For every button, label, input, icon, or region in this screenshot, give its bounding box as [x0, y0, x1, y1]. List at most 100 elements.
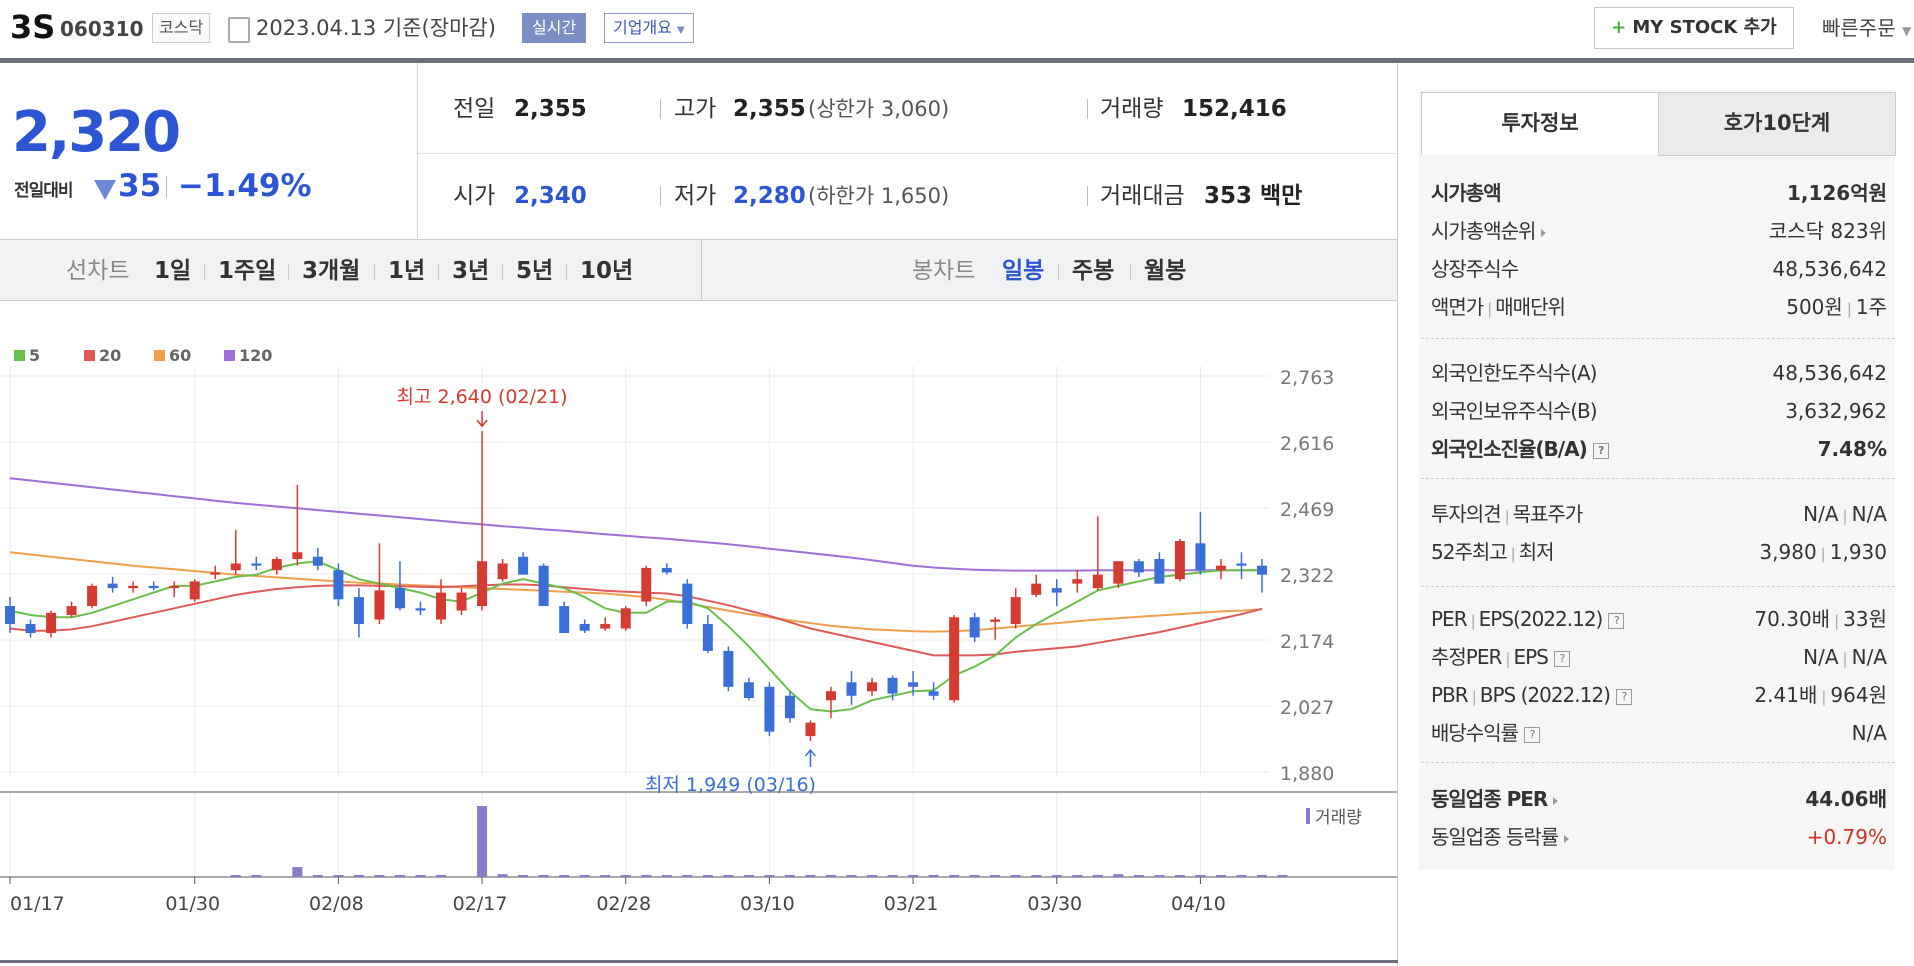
- invest-info-value-text: 48,536,642: [1772, 257, 1887, 281]
- candle-body: [1154, 558, 1165, 584]
- period-bar: 선차트 1일 1주일 3개월 1년 3년 5년 10년 봉차트 일봉 주봉 월봉: [0, 239, 1397, 301]
- candle-daily[interactable]: 일봉: [1002, 258, 1045, 284]
- period-separator: [1130, 264, 1131, 280]
- candle-body: [1092, 574, 1103, 589]
- legend-swatch: [84, 350, 95, 361]
- chevron-right-icon[interactable]: [1541, 228, 1547, 237]
- invest-info-key: 배당수익률?: [1431, 716, 1540, 750]
- invest-info-value-text: 44.06배: [1805, 787, 1887, 811]
- candle-body: [559, 606, 570, 633]
- amount-label: 거래대금: [1100, 183, 1185, 209]
- high-value: 2,355: [733, 96, 806, 122]
- period-1w[interactable]: 1주일: [218, 258, 277, 284]
- invest-info-value: 코스닥 823위: [1769, 214, 1887, 248]
- candle-body: [579, 624, 590, 631]
- price-chart[interactable]: 2,763 2,616 2,469 2,322 2,174 2,027 1,880 01/17…: [0, 300, 1397, 960]
- candle-body: [1010, 597, 1021, 625]
- open-value: 2,340: [514, 183, 587, 209]
- candle-body: [1113, 561, 1124, 584]
- y-tick-label: 2,322: [1280, 565, 1334, 587]
- candle-body: [128, 585, 139, 589]
- current-price: 2,320: [12, 100, 181, 165]
- low-label: 저가: [674, 183, 717, 209]
- company-info-dropdown[interactable]: 기업개요 ▼: [604, 13, 694, 43]
- tab-hoga-10[interactable]: 호가10단계: [1658, 92, 1896, 156]
- chevron-right-icon[interactable]: [1553, 796, 1559, 805]
- period-1d[interactable]: 1일: [154, 258, 192, 284]
- candle-body: [1031, 583, 1042, 595]
- volume-bar: [518, 875, 529, 877]
- volume-bar: [908, 875, 919, 877]
- plus-icon: +: [1611, 17, 1627, 38]
- pipe-separator: |: [1821, 688, 1827, 706]
- help-icon[interactable]: ?: [1615, 688, 1632, 705]
- change-label: 전일대비: [14, 181, 74, 201]
- invest-info-key-text: 동일업종 PER: [1431, 787, 1548, 811]
- period-1y[interactable]: 1년: [388, 258, 426, 284]
- volume-bar: [312, 875, 323, 877]
- candle-body: [1195, 543, 1206, 571]
- invest-info-row: 외국인소진율(B/A)? 7.48%: [1431, 432, 1887, 466]
- invest-info-key-text: 목표주가: [1512, 502, 1584, 526]
- candle-body: [46, 612, 57, 633]
- invest-info-value: +0.79%: [1807, 820, 1887, 854]
- period-separator: [288, 264, 289, 280]
- help-icon[interactable]: ?: [1553, 650, 1570, 667]
- pipe-separator: |: [1834, 612, 1840, 630]
- invest-info-key-text: 시가총액: [1431, 181, 1502, 205]
- invest-info-key-text: 매매단위: [1495, 295, 1566, 319]
- period-5y[interactable]: 5년: [516, 258, 554, 284]
- help-icon[interactable]: ?: [1608, 612, 1625, 629]
- candle-body: [1215, 565, 1226, 571]
- invest-info-value: 2.41배 | 964원: [1754, 678, 1887, 714]
- low-annotation: 최저 1,949 (03/16): [645, 774, 816, 796]
- x-tick-label: 03/21: [884, 893, 939, 915]
- volume-bar: [1010, 875, 1021, 877]
- help-icon[interactable]: ?: [1524, 726, 1540, 743]
- invest-info-key: 동일업종 PER: [1431, 782, 1559, 816]
- candle-monthly[interactable]: 월봉: [1144, 258, 1187, 284]
- invest-info-value: 7.48%: [1818, 432, 1887, 466]
- invest-info-key-text: 액면가: [1431, 295, 1484, 319]
- candle-body: [846, 682, 857, 696]
- invest-info-key-text: 동일업종 등락률: [1431, 825, 1559, 849]
- chevron-right-icon[interactable]: [1564, 834, 1570, 843]
- volume-bar: [743, 875, 754, 877]
- invest-info-value-text: N/A: [1851, 645, 1887, 669]
- invest-info-key-text: 외국인보유주식수(B): [1431, 399, 1598, 423]
- realtime-button[interactable]: 실시간: [522, 13, 587, 43]
- candle-body: [25, 624, 36, 633]
- tab-invest-info[interactable]: 투자정보: [1421, 92, 1659, 155]
- stock-code: 060310: [60, 17, 144, 41]
- x-tick-label: 02/17: [453, 893, 508, 915]
- invest-info-row: 투자의견 | 목표주가 N/A | N/A: [1431, 497, 1887, 531]
- volume-bar: [784, 875, 795, 877]
- period-separator: [502, 264, 503, 280]
- invest-info-value: 1,126억원: [1787, 176, 1887, 210]
- candle-weekly[interactable]: 주봉: [1072, 258, 1115, 284]
- invest-info-row: 시가총액 1,126억원: [1431, 176, 1887, 210]
- volume-bar: [867, 875, 878, 877]
- invest-info-row: 액면가 | 매매단위 500원 | 1주: [1431, 290, 1887, 324]
- candle-body: [784, 695, 795, 719]
- panel-row-divider: [1421, 478, 1895, 479]
- period-3m[interactable]: 3개월: [302, 258, 361, 284]
- candle-body: [600, 624, 611, 629]
- volume-bar: [682, 875, 693, 877]
- period-separator: [204, 264, 205, 280]
- pipe-separator: |: [1842, 507, 1848, 525]
- mystock-add-button[interactable]: + MY STOCK 추가: [1594, 7, 1794, 49]
- quick-order-button[interactable]: 빠른주문 ▼: [1822, 12, 1911, 47]
- pipe-separator: |: [1470, 612, 1476, 630]
- period-3y[interactable]: 3년: [452, 258, 490, 284]
- volume-bar: [477, 806, 488, 877]
- invest-info-key-text: 외국인한도주식수(A): [1431, 361, 1597, 385]
- candle-body: [908, 682, 919, 687]
- chart-right-border: [1397, 63, 1398, 966]
- help-icon[interactable]: ?: [1592, 442, 1609, 459]
- volume-bar: [1236, 875, 1247, 877]
- candle-body: [107, 583, 118, 589]
- period-10y[interactable]: 10년: [580, 258, 634, 284]
- ma120-line: [9, 477, 1262, 572]
- chevron-down-icon: ▼: [1901, 24, 1912, 38]
